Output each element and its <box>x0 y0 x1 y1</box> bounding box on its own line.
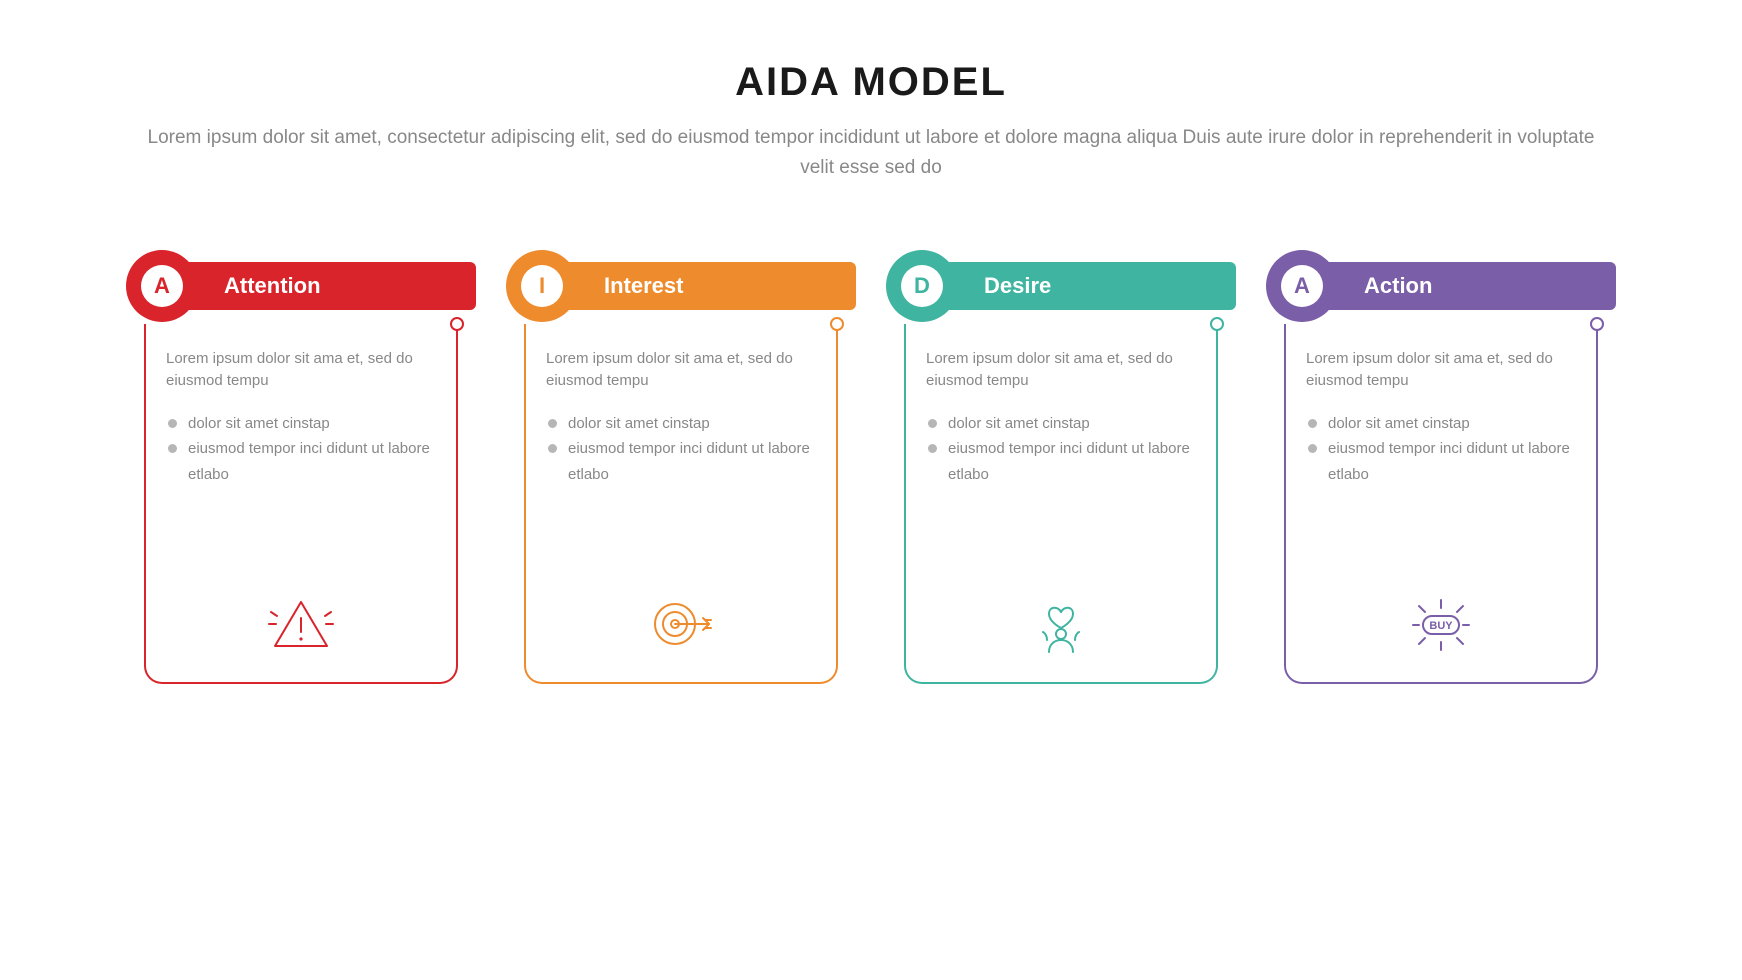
aida-card: Attention A Lorem ipsum dolor sit ama et, … <box>126 254 476 684</box>
card-bullets: dolor sit amet cinstapeiusmod tempor inc… <box>546 411 832 488</box>
card-letter-badge: A <box>1266 250 1338 322</box>
card-header-bar: Interest <box>542 262 856 310</box>
card-label: Attention <box>224 273 321 299</box>
cards-row: Attention A Lorem ipsum dolor sit ama et, … <box>0 254 1742 684</box>
frame-dot-icon <box>830 317 844 331</box>
card-letter: I <box>521 265 563 307</box>
card-letter-badge: I <box>506 250 578 322</box>
heart-person-icon <box>886 592 1236 656</box>
infographic-page: AIDA MODEL Lorem ipsum dolor sit amet, c… <box>0 0 1742 980</box>
page-subtitle: Lorem ipsum dolor sit amet, consectetur … <box>131 123 1611 184</box>
target-icon <box>506 592 856 656</box>
aida-card: Desire D Lorem ipsum dolor sit ama et, sed… <box>886 254 1236 684</box>
card-desc: Lorem ipsum dolor sit ama et, sed do eiu… <box>166 348 452 393</box>
card-header-bar: Action <box>1302 262 1616 310</box>
svg-text:BUY: BUY <box>1429 620 1453 632</box>
card-letter: D <box>901 265 943 307</box>
card-body: Lorem ipsum dolor sit ama et, sed do eiu… <box>1266 324 1616 684</box>
card-letter: A <box>1281 265 1323 307</box>
card-bullet: dolor sit amet cinstap <box>1306 411 1592 437</box>
alert-icon <box>126 592 476 656</box>
frame-dot-icon <box>1590 317 1604 331</box>
card-body: Lorem ipsum dolor sit ama et, sed do eiu… <box>886 324 1236 684</box>
card-header-bar: Attention <box>162 262 476 310</box>
card-header-bar: Desire <box>922 262 1236 310</box>
card-bullet: dolor sit amet cinstap <box>926 411 1212 437</box>
card-bullet: eiusmod tempor inci didunt ut labore etl… <box>926 436 1212 487</box>
aida-card: Interest I Lorem ipsum dolor sit ama et, s… <box>506 254 856 684</box>
card-header: Desire D <box>886 254 1236 316</box>
card-bullet: eiusmod tempor inci didunt ut labore etl… <box>1306 436 1592 487</box>
card-letter-badge: A <box>126 250 198 322</box>
aida-card: Action A Lorem ipsum dolor sit ama et, sed… <box>1266 254 1616 684</box>
card-label: Action <box>1364 273 1432 299</box>
card-bullet: eiusmod tempor inci didunt ut labore etl… <box>546 436 832 487</box>
frame-dot-icon <box>1210 317 1224 331</box>
card-bullet: dolor sit amet cinstap <box>546 411 832 437</box>
card-desc: Lorem ipsum dolor sit ama et, sed do eiu… <box>1306 348 1592 393</box>
card-body: Lorem ipsum dolor sit ama et, sed do eiu… <box>506 324 856 684</box>
card-header: Interest I <box>506 254 856 316</box>
card-bullets: dolor sit amet cinstapeiusmod tempor inc… <box>926 411 1212 488</box>
card-desc: Lorem ipsum dolor sit ama et, sed do eiu… <box>546 348 832 393</box>
card-bullet: eiusmod tempor inci didunt ut labore etl… <box>166 436 452 487</box>
card-bullets: dolor sit amet cinstapeiusmod tempor inc… <box>166 411 452 488</box>
frame-dot-icon <box>450 317 464 331</box>
card-letter-badge: D <box>886 250 958 322</box>
card-letter: A <box>141 265 183 307</box>
card-header: Attention A <box>126 254 476 316</box>
card-label: Interest <box>604 273 683 299</box>
card-bullets: dolor sit amet cinstapeiusmod tempor inc… <box>1306 411 1592 488</box>
card-bullet: dolor sit amet cinstap <box>166 411 452 437</box>
buy-icon: BUY <box>1266 592 1616 656</box>
card-body: Lorem ipsum dolor sit ama et, sed do eiu… <box>126 324 476 684</box>
card-label: Desire <box>984 273 1051 299</box>
page-title: AIDA MODEL <box>0 60 1742 105</box>
card-header: Action A <box>1266 254 1616 316</box>
card-desc: Lorem ipsum dolor sit ama et, sed do eiu… <box>926 348 1212 393</box>
